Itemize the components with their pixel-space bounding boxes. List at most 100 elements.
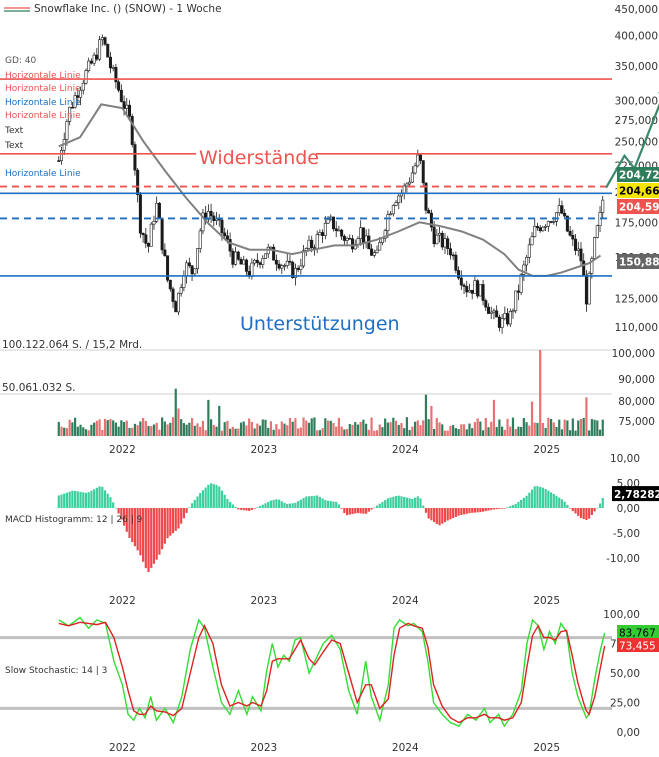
volume-bar xyxy=(128,428,131,436)
macd-bar xyxy=(549,492,553,508)
volume-bar xyxy=(299,427,302,436)
macd-badge xyxy=(612,486,659,502)
volume-bar xyxy=(555,426,558,436)
volume-bar xyxy=(384,418,387,436)
price-candle-body xyxy=(448,248,452,256)
price-candle-body xyxy=(168,279,172,290)
price-candle-body xyxy=(79,89,83,98)
volume-bar xyxy=(229,428,232,436)
volume-bar xyxy=(256,423,259,436)
price-candle-body xyxy=(277,263,281,269)
price-candle-body xyxy=(508,311,512,325)
macd-bar xyxy=(147,508,150,573)
price-candle-body xyxy=(465,286,469,293)
macd-bar xyxy=(547,490,550,508)
price-candle-body xyxy=(76,95,80,98)
price-candle-body xyxy=(57,160,61,162)
macd-bar xyxy=(267,501,270,508)
volume-bar xyxy=(452,425,455,436)
volume-bar xyxy=(394,420,398,436)
macd-bar xyxy=(209,483,213,508)
macd-bar xyxy=(310,496,313,508)
volume-bar xyxy=(324,418,327,436)
macd-bar xyxy=(520,499,523,508)
volume-bar xyxy=(465,429,468,436)
volume-bar xyxy=(136,425,139,436)
volume-bar xyxy=(343,429,346,436)
price-candle-body xyxy=(574,238,578,251)
macd-bar xyxy=(277,499,281,508)
projection-arrow xyxy=(605,103,659,189)
price-candle-body xyxy=(370,248,374,256)
volume-bar xyxy=(427,419,430,436)
volume-bar xyxy=(337,417,341,436)
macd-bar xyxy=(462,508,466,515)
volume-bar xyxy=(161,417,164,436)
macd-bar xyxy=(128,508,131,538)
price-panel: 450,000 400,000 350,000 300,000 275,000 250,0… xyxy=(0,4,659,334)
volume-bar xyxy=(204,430,207,436)
stoch-y-tick-label: 0,00 xyxy=(617,727,640,739)
volume-bar xyxy=(321,428,324,436)
price-candle-body xyxy=(391,205,395,215)
macd-bar xyxy=(384,500,387,508)
macd-bar xyxy=(307,496,311,508)
macd-bar xyxy=(541,487,545,508)
macd-bar xyxy=(297,501,300,508)
macd-bar xyxy=(114,507,118,509)
volume-bar xyxy=(166,424,169,436)
macd-bar xyxy=(490,508,493,510)
macd-bar xyxy=(215,484,218,508)
macd-bar xyxy=(582,508,585,520)
volume-bar xyxy=(226,420,229,436)
volume-bar xyxy=(109,419,112,436)
macd-bar xyxy=(294,502,297,508)
price-candle-body xyxy=(100,37,104,41)
volume-bar xyxy=(522,417,525,436)
macd-bar xyxy=(509,506,512,508)
price-candle-body xyxy=(593,237,597,259)
resistance-label: Widerstände xyxy=(199,147,319,169)
macd-bar xyxy=(302,498,305,508)
volume-bar xyxy=(234,428,237,436)
macd-bar xyxy=(199,493,202,508)
price-candle-body xyxy=(310,239,314,248)
price-candle-body xyxy=(95,54,99,60)
price-candle-body xyxy=(359,227,363,240)
macd-bar xyxy=(174,508,177,531)
volume-bar xyxy=(316,430,319,436)
macd-bar xyxy=(79,491,82,508)
macd-bar xyxy=(109,497,112,508)
price-candle-body xyxy=(495,310,499,318)
price-candle-body xyxy=(244,259,248,272)
volume-bar xyxy=(76,426,79,436)
price-candle-body xyxy=(193,268,197,275)
macd-bar xyxy=(82,492,85,508)
volume-bar xyxy=(68,419,71,436)
price-candle-body xyxy=(557,205,561,214)
macd-bar xyxy=(433,508,436,523)
price-candle-body xyxy=(323,222,327,236)
volume-bar xyxy=(93,422,96,436)
price-candle-body xyxy=(315,234,319,250)
price-badge-text: 204,724 xyxy=(619,170,659,182)
price-candle-body xyxy=(331,216,335,229)
price-candle-body xyxy=(481,284,485,301)
macd-bar xyxy=(163,508,166,544)
volume-bar xyxy=(310,418,313,436)
price-y-tick-label: 275,000 xyxy=(615,115,658,127)
volume-bar xyxy=(560,429,564,436)
price-candle-body xyxy=(157,202,161,219)
volume-bar xyxy=(215,426,218,436)
price-candle-body xyxy=(122,101,126,109)
volume-bar xyxy=(530,401,534,436)
price-candle-body xyxy=(119,89,123,102)
volume-bar xyxy=(144,420,147,436)
price-candle-body xyxy=(321,232,325,236)
price-y-tick-label: 175,000 xyxy=(615,217,658,229)
volume-bar xyxy=(283,423,286,436)
price-candle-body xyxy=(590,258,594,274)
price-candle-body xyxy=(307,239,311,249)
macd-bar xyxy=(460,508,463,515)
